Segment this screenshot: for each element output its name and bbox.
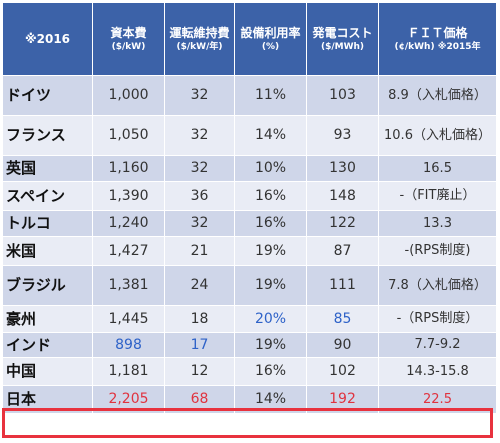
- capacity-factor-cell: 14%: [234, 385, 307, 414]
- fit-cell: 7.7-9.2: [378, 332, 497, 358]
- lcoe-cell: 130: [306, 155, 379, 182]
- table-row: インド 898 17 19% 90 7.7-9.2: [2, 332, 497, 358]
- country-cell: スペイン: [2, 181, 93, 211]
- lcoe-cell: 111: [306, 265, 379, 306]
- capex-cell: 1,160: [92, 155, 165, 182]
- header-year: ※2016: [2, 2, 93, 76]
- country-cell: ドイツ: [2, 75, 93, 116]
- country-cell: フランス: [2, 115, 93, 156]
- capex-cell: 2,205: [92, 385, 165, 414]
- header-capex: 資本費 ($/kW): [92, 2, 165, 76]
- fit-cell: -（FIT廃止）: [378, 181, 497, 211]
- capacity-factor-cell: 10%: [234, 155, 307, 182]
- header-om: 運転維持費 ($/kW/年): [164, 2, 235, 76]
- table-header: ※2016 資本費 ($/kW) 運転維持費 ($/kW/年) 設備利用率 (%…: [2, 2, 497, 76]
- header-fit-label: ＦＩＴ価格: [407, 25, 468, 40]
- om-cell: 32: [164, 210, 235, 237]
- header-row: ※2016 資本費 ($/kW) 運転維持費 ($/kW/年) 設備利用率 (%…: [2, 2, 497, 76]
- header-om-label: 運転維持費: [169, 25, 230, 40]
- capacity-factor-cell: 19%: [234, 332, 307, 358]
- table-row-highlighted: 日本 2,205 68 14% 192 22.5: [2, 385, 497, 414]
- fit-cell: 7.8（入札価格）: [378, 265, 497, 306]
- country-cell: 英国: [2, 155, 93, 182]
- capacity-factor-cell: 16%: [234, 181, 307, 211]
- country-cell: 豪州: [2, 305, 93, 333]
- fit-cell: 8.9（入札価格）: [378, 75, 497, 116]
- capacity-factor-cell: 11%: [234, 75, 307, 116]
- capex-cell: 1,427: [92, 236, 165, 266]
- header-year-label: ※2016: [24, 31, 71, 46]
- table-row: 英国 1,160 32 10% 130 16.5: [2, 155, 497, 182]
- table-row: 豪州 1,445 18 20% 85 -（RPS制度）: [2, 305, 497, 333]
- header-capacity-factor-label: 設備利用率: [240, 25, 301, 40]
- om-cell: 32: [164, 75, 235, 116]
- capex-cell: 1,381: [92, 265, 165, 306]
- om-cell: 17: [164, 332, 235, 358]
- header-fit-unit: (¢/kWh) ※2015年: [394, 41, 481, 52]
- table-body: ドイツ 1,000 32 11% 103 8.9（入札価格） フランス 1,05…: [2, 75, 497, 414]
- fit-cell: 16.5: [378, 155, 497, 182]
- header-capex-unit: ($/kW): [111, 41, 146, 52]
- om-cell: 12: [164, 357, 235, 386]
- capacity-factor-cell: 16%: [234, 357, 307, 386]
- capacity-factor-cell: 14%: [234, 115, 307, 156]
- lcoe-cell: 148: [306, 181, 379, 211]
- lcoe-cell: 192: [306, 385, 379, 414]
- capex-cell: 1,050: [92, 115, 165, 156]
- table-row: フランス 1,050 32 14% 93 10.6（入札価格）: [2, 115, 497, 156]
- fit-cell: -(RPS制度): [378, 236, 497, 266]
- header-capacity-factor-unit: (%): [261, 41, 280, 52]
- country-cell: インド: [2, 332, 93, 358]
- om-cell: 68: [164, 385, 235, 414]
- capex-cell: 1,445: [92, 305, 165, 333]
- country-cell: 日本: [2, 385, 93, 414]
- fit-cell: 13.3: [378, 210, 497, 237]
- header-om-unit: ($/kW/年): [176, 41, 223, 52]
- header-lcoe-label: 発電コスト: [312, 25, 373, 40]
- om-cell: 18: [164, 305, 235, 333]
- country-cell: トルコ: [2, 210, 93, 237]
- capex-cell: 1,390: [92, 181, 165, 211]
- header-fit: ＦＩＴ価格 (¢/kWh) ※2015年: [378, 2, 497, 76]
- om-cell: 32: [164, 115, 235, 156]
- table-row: スペイン 1,390 36 16% 148 -（FIT廃止）: [2, 181, 497, 211]
- om-cell: 32: [164, 155, 235, 182]
- om-cell: 24: [164, 265, 235, 306]
- table-row: トルコ 1,240 32 16% 122 13.3: [2, 210, 497, 237]
- capex-cell: 1,181: [92, 357, 165, 386]
- header-capex-label: 資本費: [110, 25, 147, 40]
- country-cell: 中国: [2, 357, 93, 386]
- capex-cell: 1,000: [92, 75, 165, 116]
- capacity-factor-cell: 16%: [234, 210, 307, 237]
- om-cell: 36: [164, 181, 235, 211]
- lcoe-cell: 93: [306, 115, 379, 156]
- table-row: 米国 1,427 21 19% 87 -(RPS制度): [2, 236, 497, 266]
- table-row: 中国 1,181 12 16% 102 14.3-15.8: [2, 357, 497, 386]
- country-cell: ブラジル: [2, 265, 93, 306]
- country-cell: 米国: [2, 236, 93, 266]
- capacity-factor-cell: 20%: [234, 305, 307, 333]
- fit-cell: 14.3-15.8: [378, 357, 497, 386]
- header-capacity-factor: 設備利用率 (%): [234, 2, 307, 76]
- capex-cell: 1,240: [92, 210, 165, 237]
- table-row: ドイツ 1,000 32 11% 103 8.9（入札価格）: [2, 75, 497, 116]
- lcoe-cell: 85: [306, 305, 379, 333]
- om-cell: 21: [164, 236, 235, 266]
- lcoe-cell: 87: [306, 236, 379, 266]
- capacity-factor-cell: 19%: [234, 265, 307, 306]
- lcoe-cell: 102: [306, 357, 379, 386]
- lcoe-cell: 103: [306, 75, 379, 116]
- fit-cell: -（RPS制度）: [378, 305, 497, 333]
- fit-cell: 10.6（入札価格）: [378, 115, 497, 156]
- lcoe-cell: 122: [306, 210, 379, 237]
- cost-comparison-table: ※2016 資本費 ($/kW) 運転維持費 ($/kW/年) 設備利用率 (%…: [2, 2, 497, 414]
- fit-cell: 22.5: [378, 385, 497, 414]
- table-row: ブラジル 1,381 24 19% 111 7.8（入札価格）: [2, 265, 497, 306]
- lcoe-cell: 90: [306, 332, 379, 358]
- capacity-factor-cell: 19%: [234, 236, 307, 266]
- capex-cell: 898: [92, 332, 165, 358]
- header-lcoe-unit: ($/MWh): [320, 41, 365, 52]
- header-lcoe: 発電コスト ($/MWh): [306, 2, 379, 76]
